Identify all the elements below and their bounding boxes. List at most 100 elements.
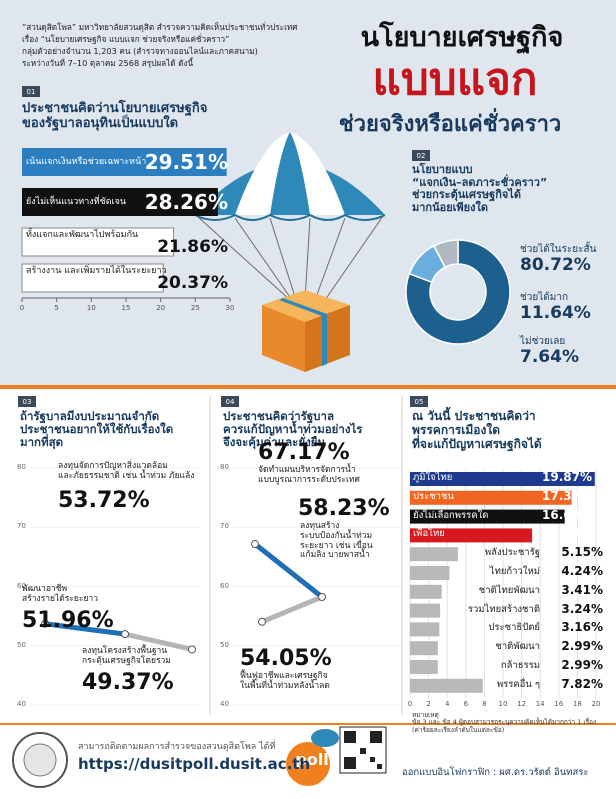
qr-code <box>339 726 387 774</box>
divider <box>0 385 616 389</box>
section-number: 04 <box>225 397 235 406</box>
value-label: 51.96% <box>22 608 114 633</box>
section-number: 03 <box>22 397 32 406</box>
x-tick-label: 18 <box>572 700 582 708</box>
x-tick-label: 16 <box>554 700 564 708</box>
value-label: 29.51% <box>144 150 228 174</box>
bar <box>21 227 175 257</box>
y-tick-label: 70 <box>17 522 26 531</box>
bar <box>410 509 565 524</box>
bar <box>22 188 218 216</box>
title-line: นโยบายเศรษฐกิจ <box>360 22 564 53</box>
x-tick-label: 0 <box>19 304 25 312</box>
point <box>318 592 326 601</box>
point <box>251 540 259 549</box>
bar <box>410 584 442 599</box>
value-label: 3.16% <box>561 620 603 635</box>
category-label: พัฒนาอาชีพ สร้างรายได้ระยะยาว <box>22 584 98 604</box>
value-label: 7.64% <box>520 347 579 367</box>
value-label: 4.24% <box>561 564 603 578</box>
y-tick-label: 40 <box>17 700 26 708</box>
bar <box>22 148 227 176</box>
chart-title: ประชาชนคิดว่ารัฐบาล ควรแก้ปัญหาน้ำท่วมอย… <box>223 409 363 450</box>
category-label: รวมไทยสร้างชาติ <box>467 603 540 615</box>
value-label: 3.24% <box>561 601 603 616</box>
line-segment <box>42 621 128 637</box>
category-label: พลังประชารัฐ <box>484 547 540 559</box>
section-number-box <box>412 150 430 161</box>
url: https://dusitpoll.dusit.ac.th <box>78 755 311 773</box>
category-label: ยังไม่เห็นแนวทางที่ชัดเจน <box>26 197 127 207</box>
parachute-illustration <box>194 132 386 372</box>
title-line: แบบแจก <box>372 54 538 105</box>
section-number: 02 <box>416 151 426 160</box>
x-tick-label: 14 <box>535 700 545 708</box>
value-label: 21.86% <box>157 237 228 257</box>
bar <box>410 490 572 505</box>
title-line: ช่วยจริงหรือแค่ชั่วคราว <box>338 112 562 137</box>
value-label: 7.82% <box>561 676 603 691</box>
value-label: 16.63% <box>542 507 592 522</box>
bar <box>410 528 533 543</box>
x-tick-label: 5 <box>54 304 59 312</box>
category-label: ประชาชน <box>413 490 454 502</box>
value-label: 80.72% <box>520 255 591 275</box>
category-label: ชาติไทยพัฒนา <box>478 584 540 596</box>
section-number-box <box>221 396 239 407</box>
category-label: พรรคอื่น ๆ <box>496 678 540 690</box>
y-tick-label: 70 <box>220 522 229 531</box>
bar <box>410 472 595 486</box>
value-label: 28.26% <box>144 190 228 214</box>
value-label: 13.13% <box>542 526 592 541</box>
category-label: ลงทุนจัดการปัญหาสิ่งแวดล้อม และภัยธรรมชา… <box>58 461 195 481</box>
category-label: จัดทำแผนบริหารจัดการน้ำ แบบบูรณาการระดับ… <box>258 465 360 485</box>
value-label: 11.64% <box>520 303 591 323</box>
slice-label: ช่วยได้ในระยะสั้น <box>520 244 597 255</box>
category-label: ภูมิใจไทย <box>413 472 453 483</box>
x-tick-label: 20 <box>156 304 166 312</box>
x-tick-label: 30 <box>225 304 235 312</box>
x-tick-label: 20 <box>591 700 601 708</box>
value-label: 2.99% <box>561 658 603 672</box>
category-label: ทั้งแจกและพัฒนาไปพร้อมกัน <box>26 230 139 240</box>
section-number: 01 <box>26 87 36 96</box>
category-label: กล้าธรรม <box>500 660 540 671</box>
x-tick-label: 4 <box>444 700 450 708</box>
category-label: ลงทุนโครงสร้างพื้นฐาน กระตุ้นเศรษฐกิจโดย… <box>82 646 171 666</box>
x-tick-label: 8 <box>482 700 487 708</box>
pie-slice <box>432 239 459 269</box>
chart-title: ถ้ารัฐบาลมีงบประมาณจำกัด ประชาชนอยากให้ใ… <box>20 409 174 450</box>
category-label: สร้างงาน และเพิ่มรายได้ในระยะยาว <box>26 266 167 276</box>
x-tick-label: 2 <box>426 700 431 708</box>
x-tick-label: 10 <box>498 700 508 708</box>
value-label: 20.37% <box>157 273 228 293</box>
point <box>258 617 266 626</box>
line-segment <box>122 631 195 652</box>
bar <box>410 678 483 693</box>
chart-title: ณ วันนี้ ประชาชนคิดว่า พรรคการเมืองใด ที… <box>412 409 542 451</box>
x-tick-label: 25 <box>190 304 200 312</box>
designer-credit: ออกแบบอินโฟกราฟิก : ผศ.ดร.วรัตต์ อินทสระ <box>402 767 589 778</box>
value-label: 19.87% <box>542 470 592 484</box>
bar <box>410 622 440 637</box>
x-tick-label: 6 <box>463 700 469 708</box>
bar <box>410 603 441 618</box>
slice-label: ช่วยได้มาก <box>520 292 569 303</box>
y-tick-label: 60 <box>220 581 229 590</box>
poll-logo-text: poll <box>295 749 329 769</box>
section-number-box <box>22 86 40 97</box>
value-label: 67.17% <box>258 440 350 465</box>
value-label: 17.37% <box>542 488 592 503</box>
bar <box>410 547 458 562</box>
category-label: ประชาธิปัตย์ <box>488 622 540 634</box>
bar <box>410 660 438 674</box>
y-tick-label: 80 <box>17 463 26 471</box>
x-tick-label: 15 <box>121 304 131 312</box>
point <box>188 645 196 654</box>
category-label: ฟื้นฟูอาชีพและเศรษฐกิจ ในพื้นที่น้ำท่วมห… <box>240 671 330 691</box>
line-segment <box>252 541 325 600</box>
category-label: ยังไม่เลือกพรรคใด <box>413 509 489 521</box>
bar <box>21 263 164 293</box>
x-tick-label: 12 <box>517 700 527 708</box>
